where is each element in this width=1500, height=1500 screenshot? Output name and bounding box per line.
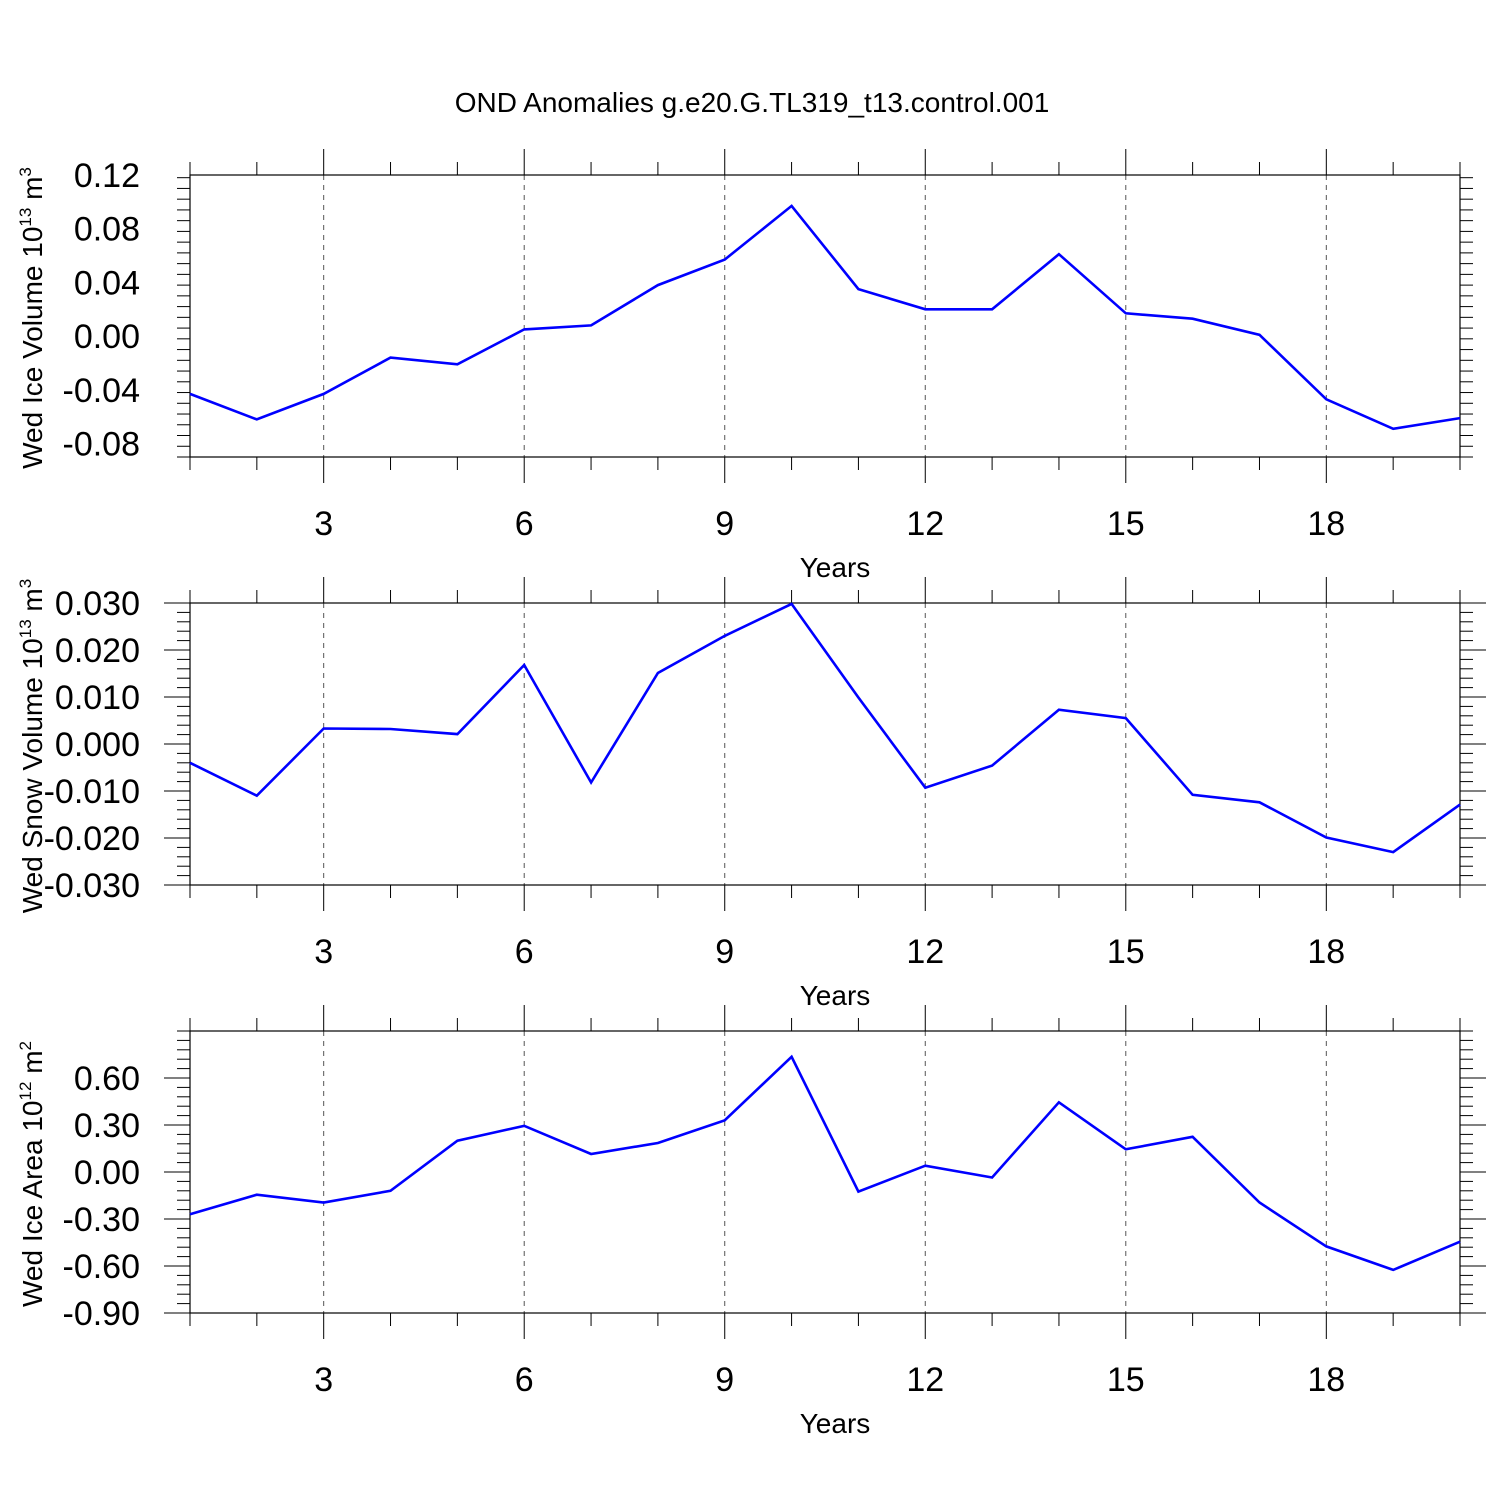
chart-panel-2: 3 6 9 12 15 18 Years -0.030 -0.020 -0.010 0.000 0.0…	[16, 577, 1486, 1011]
chart-panel-3: 3 6 9 12 15 18 Years -0.90 -0.60 -0.30 0.00 0.30 0.6…	[16, 1005, 1486, 1439]
series-line-1	[189, 204, 1461, 431]
y-tick-label: 0.00	[74, 1154, 140, 1192]
x-tick-label: 15	[1107, 933, 1145, 971]
x-tick-label: 18	[1307, 933, 1345, 971]
y-tick-label: -0.04	[63, 372, 141, 410]
plot-frame	[189, 1030, 1461, 1314]
y-axis-label: Wed Snow Volume 1013 m3	[16, 579, 48, 913]
x-tick-label: 12	[906, 505, 944, 543]
y-tick-label: -0.30	[63, 1201, 141, 1239]
plot-frame	[189, 602, 1461, 886]
x-tick-label: 18	[1307, 1361, 1345, 1399]
x-axis-label: Years	[800, 1408, 871, 1439]
x-tick-label: 9	[715, 1361, 734, 1399]
x-tick-label: 3	[314, 505, 333, 543]
x-tick-label: 12	[906, 1361, 944, 1399]
y-tick-label: 0.08	[74, 211, 140, 249]
y-tick-label: 0.12	[74, 157, 140, 195]
y-tick-label: 0.30	[74, 1107, 140, 1145]
y-tick-label: 0.04	[74, 264, 140, 302]
y-tick-label: 0.00	[74, 318, 140, 356]
y-tick-label: 0.60	[74, 1060, 140, 1098]
series-line-1	[189, 1054, 1461, 1272]
x-tick-label: 3	[314, 1361, 333, 1399]
y-tick-label: 0.020	[55, 632, 140, 670]
y-tick-label: 0.000	[55, 726, 140, 764]
y-tick-label: -0.030	[44, 867, 140, 905]
series-line-1	[189, 602, 1461, 854]
y-axis-label: Wed Ice Volume 1013 m3	[16, 167, 48, 469]
y-tick-label: -0.08	[63, 426, 141, 464]
x-axis-label: Years	[800, 552, 871, 583]
x-tick-label: 15	[1107, 1361, 1145, 1399]
panels: 3 6 9 12 15 18 Years -0.08 -0.04 0.00 0.04 0.08 0.12…	[16, 149, 1486, 1439]
y-tick-label: -0.90	[63, 1295, 141, 1333]
y-tick-label: -0.60	[63, 1248, 141, 1286]
x-tick-label: 18	[1307, 505, 1345, 543]
x-tick-label: 6	[515, 933, 534, 971]
x-tick-label: 12	[906, 933, 944, 971]
x-tick-label: 9	[715, 933, 734, 971]
x-tick-label: 9	[715, 505, 734, 543]
x-tick-label: 6	[515, 1361, 534, 1399]
x-axis-label: Years	[800, 980, 871, 1011]
y-tick-label: -0.010	[44, 773, 140, 811]
figure-title: OND Anomalies g.e20.G.TL319_t13.control.…	[455, 87, 1050, 118]
x-tick-label: 6	[515, 505, 534, 543]
y-tick-label: 0.030	[55, 585, 140, 623]
y-axis-label: Wed Ice Area 1012 m2	[16, 1041, 48, 1307]
y-tick-label: 0.010	[55, 679, 140, 717]
x-tick-label: 15	[1107, 505, 1145, 543]
plot-frame	[189, 174, 1461, 458]
x-tick-label: 3	[314, 933, 333, 971]
y-tick-label: -0.020	[44, 820, 140, 858]
chart-panel-1: 3 6 9 12 15 18 Years -0.08 -0.04 0.00 0.04 0.08 0.12…	[16, 149, 1473, 583]
